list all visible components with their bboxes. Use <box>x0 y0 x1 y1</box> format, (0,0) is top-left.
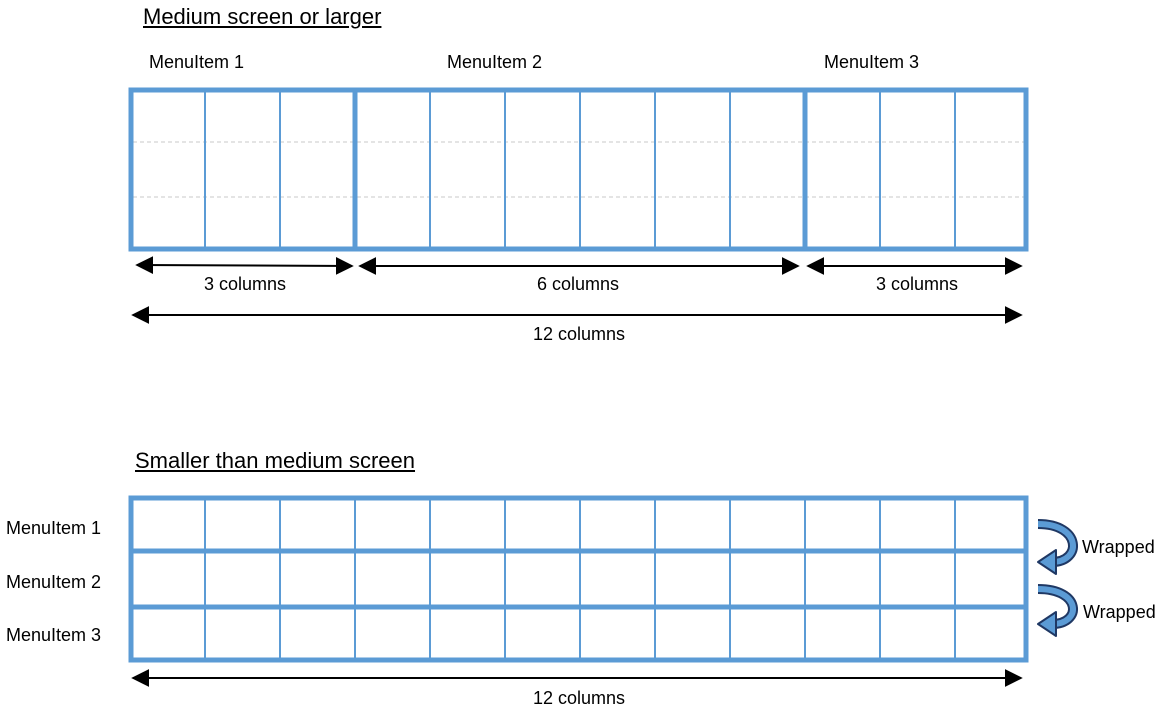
wrap-arrow-icon <box>1037 584 1078 637</box>
top-section-title: Medium screen or larger <box>143 4 382 29</box>
bottom-grid-frame <box>128 495 1029 663</box>
wrapped-label: Wrapped <box>1083 602 1156 622</box>
total-columns-label: 12 columns <box>532 324 626 344</box>
span-label: 3 columns <box>875 274 959 294</box>
wrap-arrow-icon <box>1037 519 1078 575</box>
bottom-row-label: MenuItem 1 <box>6 518 102 538</box>
top-menuitem-label: MenuItem 1 <box>149 52 245 72</box>
top-grid <box>128 87 1029 252</box>
span-label: 6 columns <box>536 274 620 294</box>
span-arrow-menuitem-1 <box>135 256 354 275</box>
bottom-grid <box>128 495 1029 663</box>
total-columns-label: 12 columns <box>532 688 626 708</box>
top-grid-frame <box>128 87 1029 252</box>
top-menuitem-label: MenuItem 2 <box>447 52 543 72</box>
span-label: 3 columns <box>203 274 287 294</box>
bottom-row-label: MenuItem 2 <box>6 572 102 592</box>
bottom-section-title: Smaller than medium screen <box>135 448 416 473</box>
top-menuitem-label: MenuItem 3 <box>824 52 920 72</box>
bottom-row-label: MenuItem 3 <box>6 625 102 645</box>
top-span-arrows <box>131 256 1023 324</box>
wrapped-label: Wrapped <box>1082 537 1155 557</box>
